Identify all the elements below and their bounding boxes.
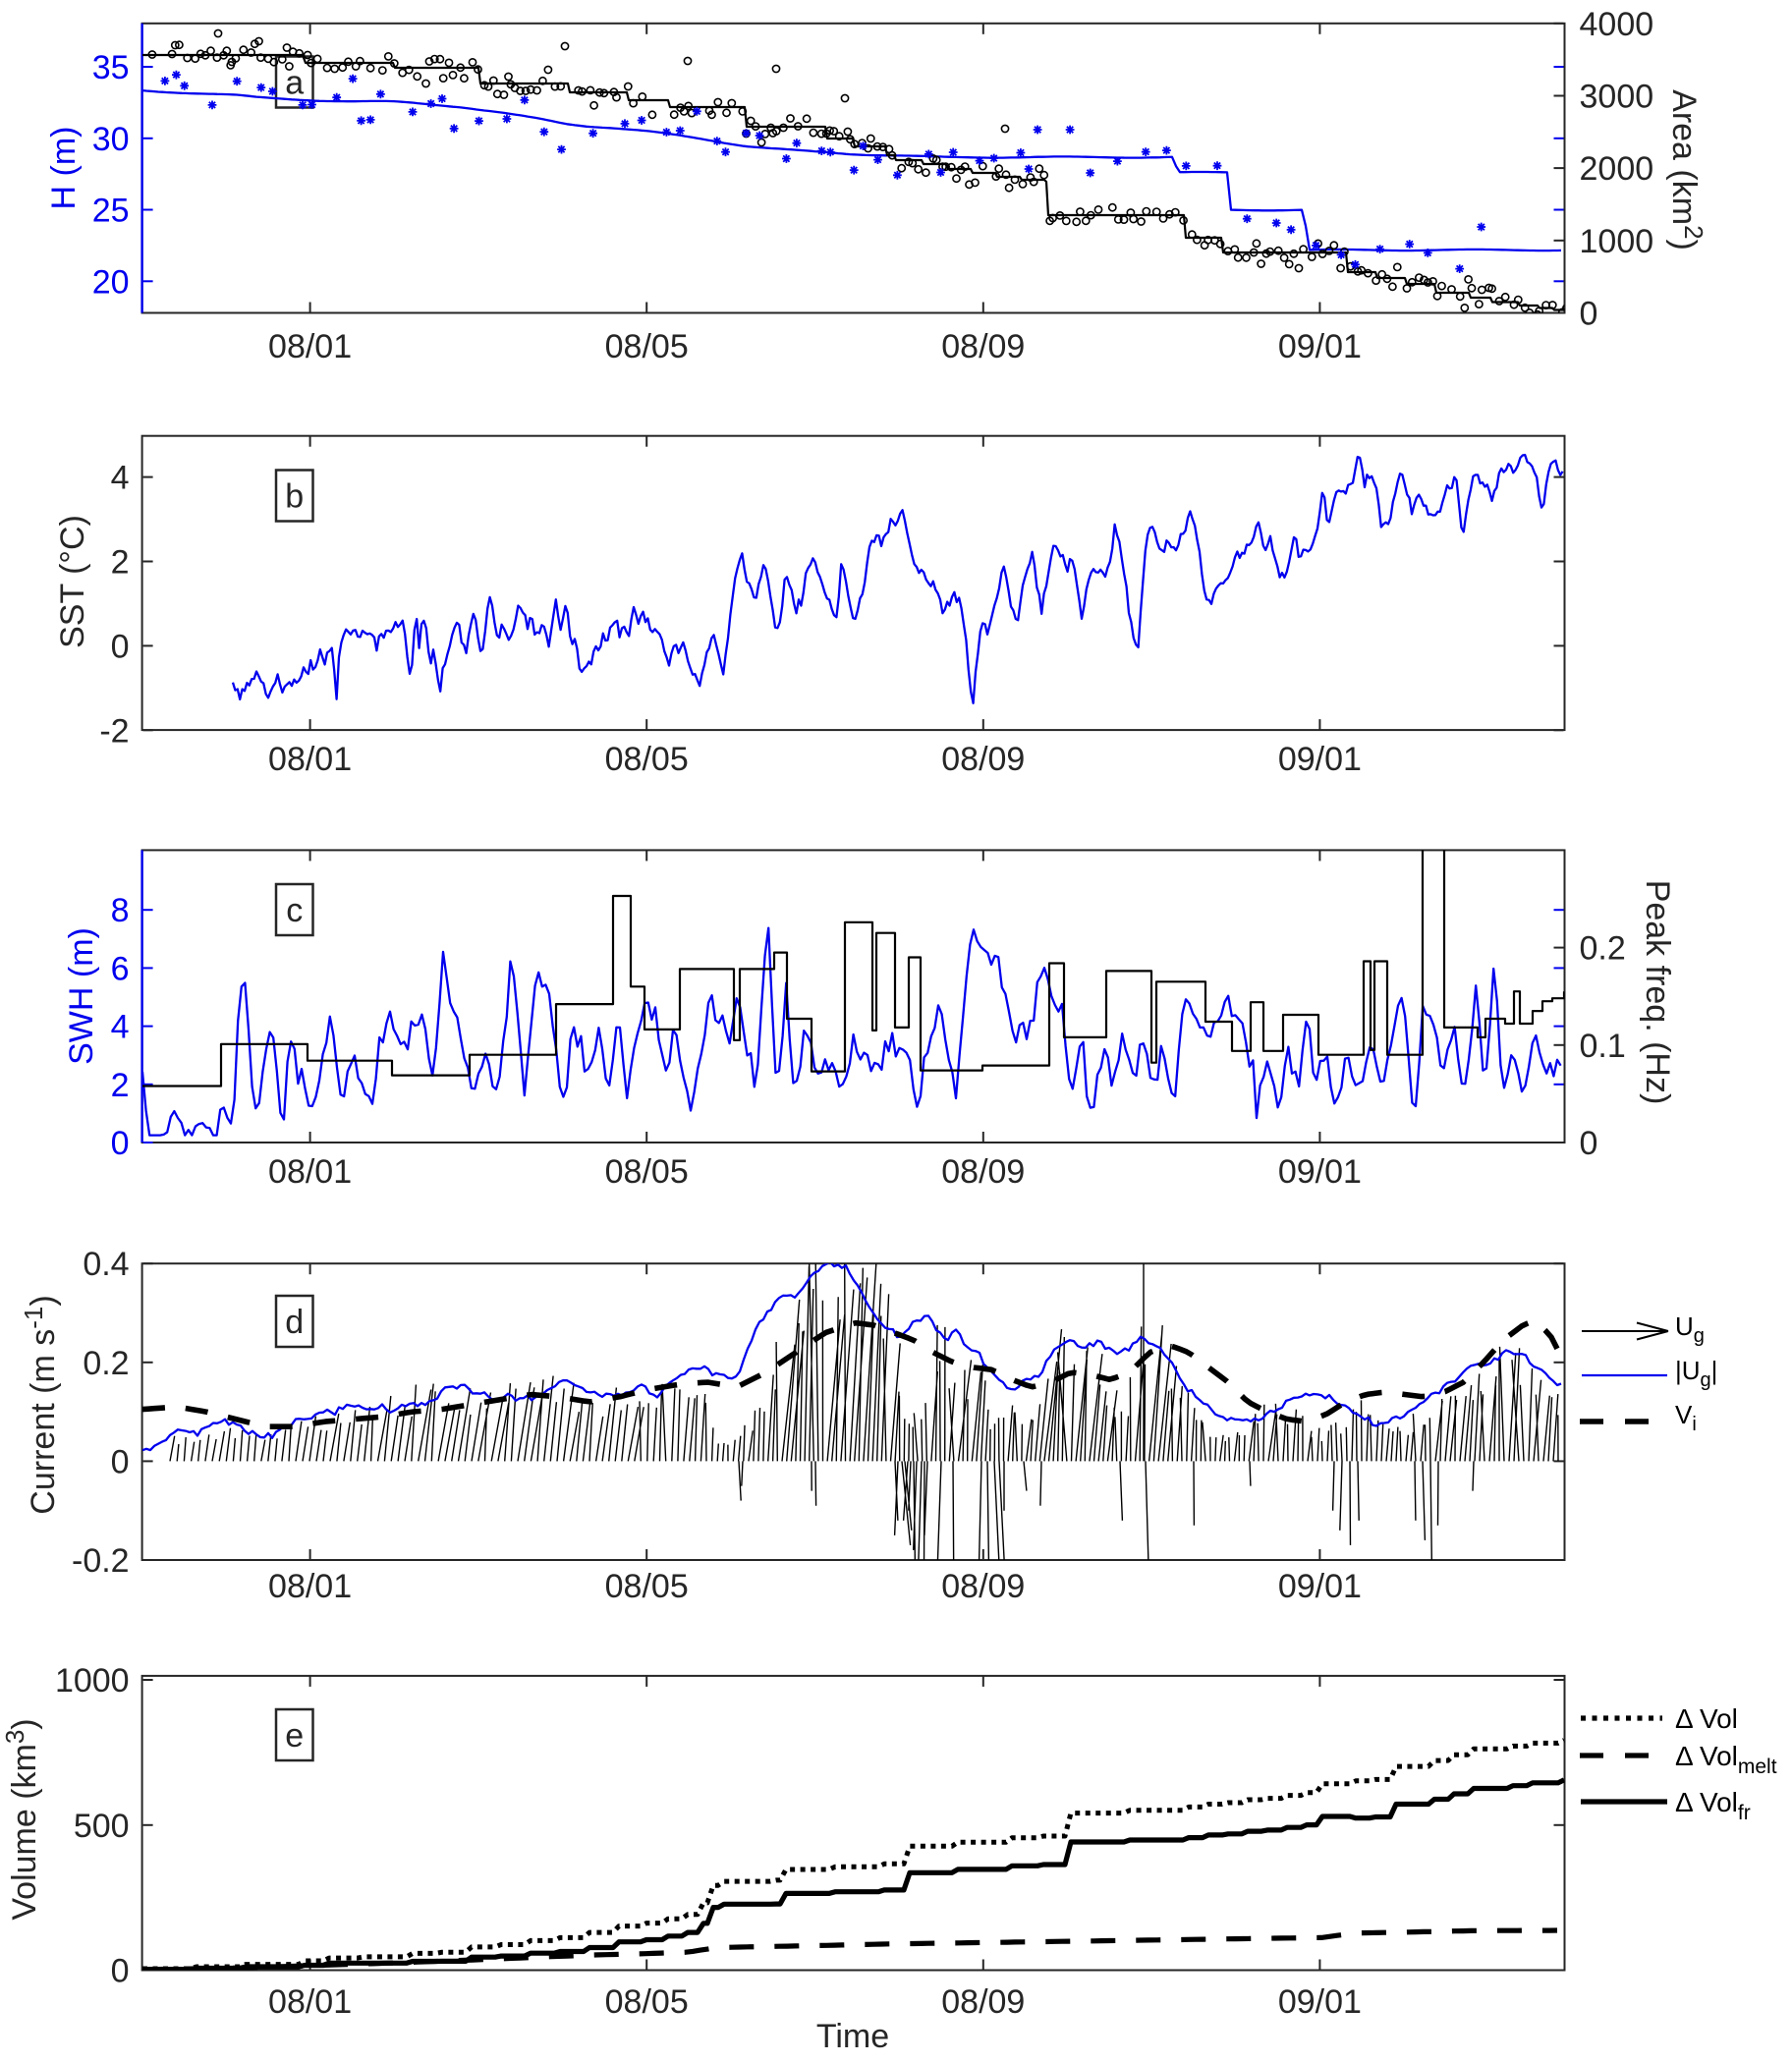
svg-text:08/05: 08/05 bbox=[605, 1153, 689, 1191]
svg-text:4000: 4000 bbox=[1580, 6, 1654, 43]
svg-text:Area (km2): Area (km2) bbox=[1665, 89, 1708, 251]
svg-text:0.2: 0.2 bbox=[1580, 930, 1626, 968]
svg-text:2: 2 bbox=[111, 544, 130, 582]
svg-text:08/09: 08/09 bbox=[941, 328, 1025, 365]
svg-text:0: 0 bbox=[111, 1443, 130, 1480]
svg-text:d: d bbox=[285, 1304, 304, 1341]
svg-text:08/05: 08/05 bbox=[605, 1983, 689, 2021]
svg-text:a: a bbox=[285, 65, 304, 102]
svg-text:e: e bbox=[285, 1717, 304, 1755]
svg-text:0: 0 bbox=[111, 628, 130, 665]
svg-text:Current (m s-1): Current (m s-1) bbox=[19, 1295, 62, 1514]
svg-text:20: 20 bbox=[92, 263, 130, 301]
svg-text:08/05: 08/05 bbox=[605, 741, 689, 778]
svg-text:09/01: 09/01 bbox=[1278, 328, 1362, 365]
svg-text:Volume (km3): Volume (km3) bbox=[0, 1718, 43, 1920]
svg-text:0: 0 bbox=[111, 1953, 130, 1990]
svg-text:08/09: 08/09 bbox=[941, 1568, 1025, 1605]
svg-text:0: 0 bbox=[111, 1125, 130, 1162]
svg-text:09/01: 09/01 bbox=[1278, 1983, 1362, 2021]
svg-text:08/01: 08/01 bbox=[268, 1153, 352, 1191]
svg-text:09/01: 09/01 bbox=[1278, 1153, 1362, 1191]
svg-text:08/09: 08/09 bbox=[941, 1983, 1025, 2021]
svg-text:09/01: 09/01 bbox=[1278, 1568, 1362, 1605]
svg-text:25: 25 bbox=[92, 193, 130, 230]
svg-text:SST (°C): SST (°C) bbox=[54, 515, 91, 648]
svg-text:Peak freq. (Hz): Peak freq. (Hz) bbox=[1639, 880, 1676, 1105]
svg-text:6: 6 bbox=[111, 950, 130, 987]
svg-text:8: 8 bbox=[111, 892, 130, 929]
svg-text:Δ Vol: Δ Vol bbox=[1675, 1703, 1738, 1734]
svg-text:0: 0 bbox=[1580, 1125, 1598, 1162]
svg-text:-0.2: -0.2 bbox=[72, 1542, 130, 1580]
svg-text:SWH (m): SWH (m) bbox=[63, 927, 100, 1065]
svg-text:08/01: 08/01 bbox=[268, 1568, 352, 1605]
svg-text:35: 35 bbox=[92, 49, 130, 86]
svg-text:08/01: 08/01 bbox=[268, 1983, 352, 2021]
svg-text:08/05: 08/05 bbox=[605, 1568, 689, 1605]
svg-text:08/01: 08/01 bbox=[268, 328, 352, 365]
svg-text:0.1: 0.1 bbox=[1580, 1028, 1626, 1065]
svg-text:30: 30 bbox=[92, 121, 130, 158]
svg-text:b: b bbox=[285, 478, 304, 516]
svg-text:Time: Time bbox=[816, 2018, 889, 2055]
svg-text:Vi: Vi bbox=[1675, 1400, 1697, 1435]
svg-text:0.2: 0.2 bbox=[83, 1345, 129, 1382]
svg-text:4: 4 bbox=[111, 1009, 130, 1046]
svg-text:08/05: 08/05 bbox=[605, 328, 689, 365]
svg-text:c: c bbox=[286, 892, 303, 929]
svg-text:H (m): H (m) bbox=[45, 127, 83, 210]
svg-text:3000: 3000 bbox=[1580, 79, 1654, 116]
svg-text:09/01: 09/01 bbox=[1278, 741, 1362, 778]
svg-text:08/09: 08/09 bbox=[941, 741, 1025, 778]
svg-text:-2: -2 bbox=[99, 712, 129, 750]
svg-text:2: 2 bbox=[111, 1067, 130, 1104]
svg-text:1000: 1000 bbox=[1580, 223, 1654, 260]
svg-text:500: 500 bbox=[74, 1808, 130, 1845]
svg-text:0.4: 0.4 bbox=[83, 1246, 129, 1283]
svg-text:2000: 2000 bbox=[1580, 150, 1654, 188]
svg-text:08/01: 08/01 bbox=[268, 741, 352, 778]
svg-text:08/09: 08/09 bbox=[941, 1153, 1025, 1191]
svg-text:4: 4 bbox=[111, 460, 130, 497]
svg-text:0: 0 bbox=[1580, 296, 1598, 333]
svg-text:1000: 1000 bbox=[55, 1662, 130, 1700]
